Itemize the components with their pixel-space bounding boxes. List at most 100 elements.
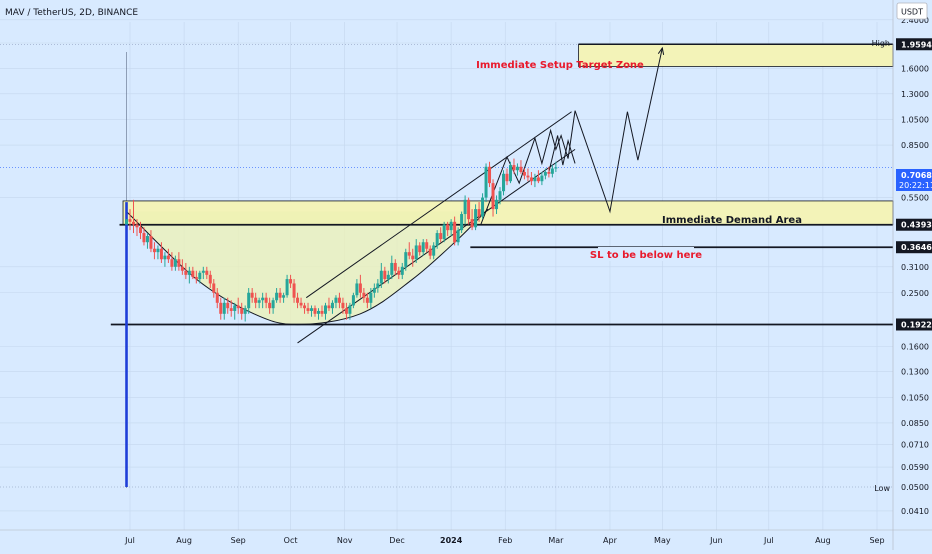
candle-body[interactable] bbox=[449, 221, 453, 231]
candle-body[interactable] bbox=[310, 308, 314, 311]
candle-body[interactable] bbox=[327, 305, 331, 309]
candle-body[interactable] bbox=[334, 297, 338, 303]
candles[interactable] bbox=[125, 158, 558, 487]
candle-body[interactable] bbox=[418, 245, 422, 253]
candle-body[interactable] bbox=[428, 248, 432, 256]
candle-body[interactable] bbox=[198, 272, 202, 280]
candle-body[interactable] bbox=[554, 167, 558, 169]
candle-body[interactable] bbox=[292, 283, 296, 298]
candle-body[interactable] bbox=[316, 310, 320, 314]
candle-body[interactable] bbox=[362, 292, 366, 298]
candle-body[interactable] bbox=[264, 297, 268, 303]
candle-body[interactable] bbox=[365, 297, 369, 303]
candle-body[interactable] bbox=[170, 259, 174, 267]
candle-body[interactable] bbox=[547, 171, 551, 174]
candle-body[interactable] bbox=[505, 173, 509, 182]
candle-body[interactable] bbox=[191, 270, 195, 277]
candle-body[interactable] bbox=[491, 183, 495, 210]
candle-body[interactable] bbox=[240, 308, 244, 314]
candle-body[interactable] bbox=[226, 302, 230, 309]
candle-body[interactable] bbox=[205, 270, 209, 275]
x-axis[interactable]: Jul Aug Sep Oct Nov Dec 2024 Feb Mar Apr May Jun Jul… bbox=[0, 529, 932, 545]
candle-body[interactable] bbox=[477, 209, 481, 217]
candle-body[interactable] bbox=[372, 288, 376, 293]
candle-body[interactable] bbox=[250, 292, 254, 298]
candle-body[interactable] bbox=[526, 175, 530, 178]
candle-body[interactable] bbox=[432, 245, 436, 256]
candle-body[interactable] bbox=[337, 297, 341, 303]
candle-body[interactable] bbox=[142, 233, 146, 243]
candle-body[interactable] bbox=[138, 227, 142, 234]
candle-body[interactable] bbox=[351, 295, 355, 306]
candle-body[interactable] bbox=[236, 305, 240, 309]
candle-body[interactable] bbox=[275, 292, 279, 301]
candle-body[interactable] bbox=[159, 248, 163, 260]
candle-body[interactable] bbox=[533, 177, 537, 182]
candle-body[interactable] bbox=[540, 175, 544, 182]
candle-body[interactable] bbox=[446, 224, 450, 231]
candle-body[interactable] bbox=[358, 283, 362, 293]
candle-body[interactable] bbox=[166, 255, 170, 260]
candle-body[interactable] bbox=[414, 245, 418, 260]
candle-body[interactable] bbox=[222, 302, 226, 314]
candle-body[interactable] bbox=[243, 308, 247, 314]
candle-body[interactable] bbox=[348, 305, 352, 314]
candle-body[interactable] bbox=[529, 177, 533, 182]
candle-body[interactable] bbox=[257, 300, 261, 303]
candle-body[interactable] bbox=[261, 297, 265, 301]
candle-body[interactable] bbox=[278, 292, 282, 298]
candle-body[interactable] bbox=[425, 242, 429, 249]
candle-body[interactable] bbox=[355, 283, 359, 296]
candle-body[interactable] bbox=[131, 221, 135, 225]
candle-body[interactable] bbox=[180, 266, 184, 271]
candle-body[interactable] bbox=[323, 305, 327, 314]
candle-body[interactable] bbox=[488, 166, 492, 184]
candle-body[interactable] bbox=[404, 252, 408, 267]
candle-body[interactable] bbox=[407, 252, 411, 256]
candle-body[interactable] bbox=[376, 283, 380, 289]
candle-body[interactable] bbox=[271, 300, 275, 309]
candle-body[interactable] bbox=[247, 292, 251, 309]
candle-body[interactable] bbox=[481, 197, 485, 217]
candle-body[interactable] bbox=[145, 236, 149, 243]
candle-body[interactable] bbox=[435, 233, 439, 246]
candle-body[interactable] bbox=[411, 255, 415, 260]
candle-body[interactable] bbox=[125, 219, 129, 225]
candle-body[interactable] bbox=[219, 302, 223, 314]
candle-body[interactable] bbox=[212, 283, 216, 293]
candle-body[interactable] bbox=[341, 302, 345, 309]
candle-body[interactable] bbox=[519, 166, 523, 172]
candle-body[interactable] bbox=[421, 242, 425, 253]
candle-body[interactable] bbox=[254, 297, 258, 303]
candle-body[interactable] bbox=[456, 230, 460, 243]
candle-body[interactable] bbox=[194, 276, 198, 280]
candle-body[interactable] bbox=[313, 308, 317, 314]
candle-body[interactable] bbox=[393, 262, 397, 271]
candle-body[interactable] bbox=[303, 305, 307, 309]
candle-body[interactable] bbox=[386, 274, 390, 280]
candle-body[interactable] bbox=[285, 279, 289, 296]
candle-body[interactable] bbox=[215, 292, 219, 303]
candle-body[interactable] bbox=[208, 274, 212, 284]
candle-body[interactable] bbox=[470, 219, 474, 228]
candle-body[interactable] bbox=[484, 166, 488, 198]
currency-badge[interactable]: USDT bbox=[896, 2, 928, 20]
candle-body[interactable] bbox=[550, 168, 554, 174]
candle-body[interactable] bbox=[156, 248, 160, 253]
candle-body[interactable] bbox=[152, 248, 156, 253]
candle-body[interactable] bbox=[163, 255, 167, 260]
y-axis[interactable]: 2.40001.98001.60001.30001.05000.85000.55… bbox=[892, 0, 932, 550]
candle-body[interactable] bbox=[502, 173, 505, 192]
candle-body[interactable] bbox=[442, 224, 446, 240]
candle-body[interactable] bbox=[463, 199, 467, 215]
candle-body[interactable] bbox=[268, 302, 272, 309]
candle-body[interactable] bbox=[439, 233, 443, 240]
candle-body[interactable] bbox=[184, 270, 188, 275]
candle-body[interactable] bbox=[498, 191, 502, 200]
candle-body[interactable] bbox=[369, 292, 373, 303]
candle-body[interactable] bbox=[229, 308, 233, 311]
candle-body[interactable] bbox=[383, 270, 387, 280]
candle-body[interactable] bbox=[512, 165, 516, 171]
candle-body[interactable] bbox=[543, 171, 547, 176]
candle-body[interactable] bbox=[299, 302, 303, 306]
